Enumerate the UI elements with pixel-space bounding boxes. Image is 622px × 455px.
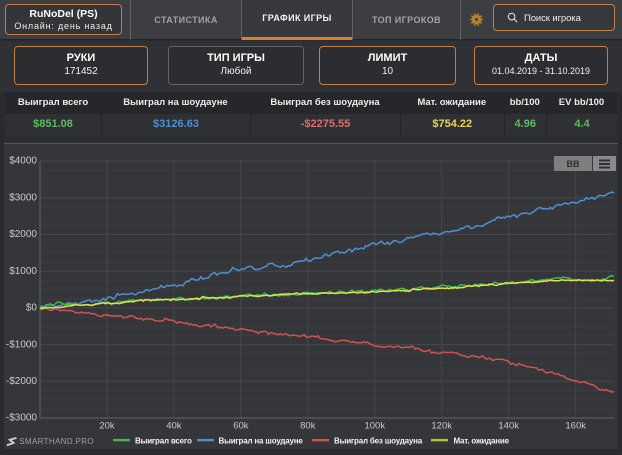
svg-text:140k: 140k: [498, 420, 519, 431]
svg-text:$1000: $1000: [9, 266, 37, 277]
svg-text:-$3000: -$3000: [6, 413, 38, 424]
svg-text:80k: 80k: [300, 420, 316, 431]
svg-text:$3000: $3000: [9, 193, 37, 204]
svg-text:-$2000: -$2000: [6, 376, 38, 387]
svg-text:40k: 40k: [166, 420, 182, 431]
svg-text:Выиграл всего: Выиграл всего: [135, 437, 192, 446]
svg-text:-$1000: -$1000: [6, 339, 38, 350]
svg-text:100k: 100k: [364, 420, 385, 431]
svg-text:SMARTHAND.PRO: SMARTHAND.PRO: [19, 437, 94, 446]
svg-text:Выиграл без шоудауна: Выиграл без шоудауна: [334, 437, 423, 446]
svg-text:$4000: $4000: [9, 156, 37, 167]
svg-text:$0: $0: [26, 303, 38, 314]
svg-text:120k: 120k: [431, 420, 452, 431]
svg-text:Мат. ожидание: Мат. ожидание: [454, 437, 510, 446]
svg-text:Выиграл на шоудауне: Выиграл на шоудауне: [219, 437, 304, 446]
svg-text:60k: 60k: [233, 420, 249, 431]
svg-text:$2000: $2000: [9, 229, 37, 240]
svg-text:BB: BB: [567, 159, 580, 169]
svg-text:20k: 20k: [99, 420, 115, 431]
svg-text:160k: 160k: [565, 420, 586, 431]
